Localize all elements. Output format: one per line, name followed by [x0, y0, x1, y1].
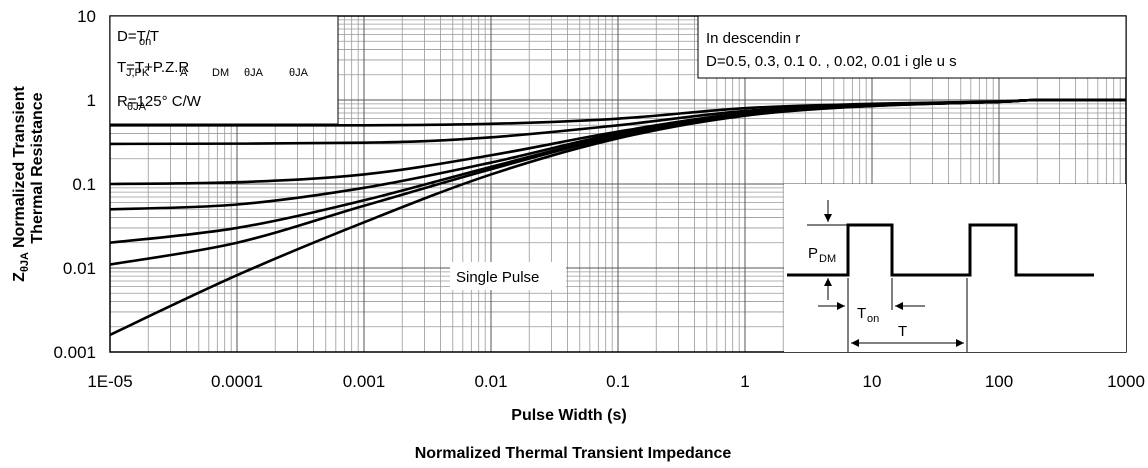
x-tick-labels: 1E-05 0.0001 0.001 0.01 0.1 1 10 100 1000 [87, 372, 1145, 391]
y-tick-labels: 10 1 0.1 0.01 0.001 [53, 7, 96, 362]
inset-period-label: T [898, 323, 907, 340]
x-tick-label: 100 [985, 372, 1013, 391]
inset-pdm-sub: DM [819, 253, 836, 265]
x-axis-title: Pulse Width (s) [511, 407, 626, 424]
y-tick-label: 10 [77, 7, 96, 26]
inset-ton-sub: on [867, 313, 879, 325]
legend-box: In descendin r D=0.5, 0.3, 0.1 0. , 0.02… [697, 15, 1127, 79]
ton-arrowhead-right [895, 302, 903, 310]
data-series [109, 98, 1127, 337]
pulse-inset: P DM T on T [784, 184, 1126, 352]
y-axis-title: ZθJA Normalized Transient Thermal Resista… [11, 86, 46, 282]
pdm-arrowhead-top [824, 214, 832, 222]
x-tick-label: 0.01 [474, 372, 507, 391]
x-tick-label: 0.001 [343, 372, 386, 391]
formula-sub-a: A [180, 67, 188, 79]
period-arrowhead-left [851, 339, 859, 347]
x-tick-label: 1 [740, 372, 749, 391]
y-axis-title-text-1: Normalized Transient [11, 86, 28, 248]
formula-sub-jpk: J,PK [126, 67, 150, 79]
y-axis-title-line-2: Thermal Resistance [29, 92, 46, 243]
y-axis-title-line-1: ZθJA Normalized Transient [11, 86, 31, 282]
formula-sub-thja-1: θJA [244, 67, 264, 79]
y-axis-symbol-sub: θJA [19, 252, 31, 272]
legend-line-1: In descendin r [706, 30, 800, 47]
x-tick-label: 1E-05 [87, 372, 132, 391]
series-line-single-pulse [109, 98, 1127, 337]
x-tick-label: 0.1 [606, 372, 630, 391]
period-arrowhead-right [956, 339, 964, 347]
x-tick-label: 0.0001 [211, 372, 263, 391]
rthja-value: R=125° C/W [117, 93, 202, 110]
x-tick-label: 10 [863, 372, 882, 391]
single-pulse-label-box: Single Pulse [450, 262, 566, 290]
formula-junction-temp: T=T+P.Z.R [117, 59, 189, 76]
inset-pdm-label: P [808, 245, 818, 262]
rthja-sub: θJA [127, 101, 147, 113]
inset-ton-label: T [857, 305, 866, 322]
y-tick-label: 0.01 [63, 259, 96, 278]
x-tick-label: 1000 [1107, 372, 1145, 391]
y-tick-label: 0.1 [72, 175, 96, 194]
legend-line-2: D=0.5, 0.3, 0.1 0. , 0.02, 0.01 i gle u … [706, 53, 957, 70]
pdm-arrowhead-bottom [824, 278, 832, 286]
formula-duty-text: D=T/T [117, 28, 159, 45]
y-axis-symbol: Z [11, 272, 28, 282]
single-pulse-label: Single Pulse [456, 269, 539, 286]
formula-duty-cycle: D=T/T [117, 28, 159, 45]
formula-box: D=T/T on T=T+P.Z.R J,PK A DM θJA θJA R=1… [109, 15, 339, 125]
y-tick-label: 0.001 [53, 343, 96, 362]
chart-title: Normalized Thermal Transient Impedance [415, 445, 732, 462]
y-tick-label: 1 [87, 91, 96, 110]
pulse-waveform [787, 223, 1094, 277]
formula-duty-sub: on [139, 36, 151, 48]
ton-arrowhead-left [837, 302, 845, 310]
formula-sub-dm: DM [212, 67, 229, 79]
formula-sub-thja-2: θJA [289, 67, 309, 79]
